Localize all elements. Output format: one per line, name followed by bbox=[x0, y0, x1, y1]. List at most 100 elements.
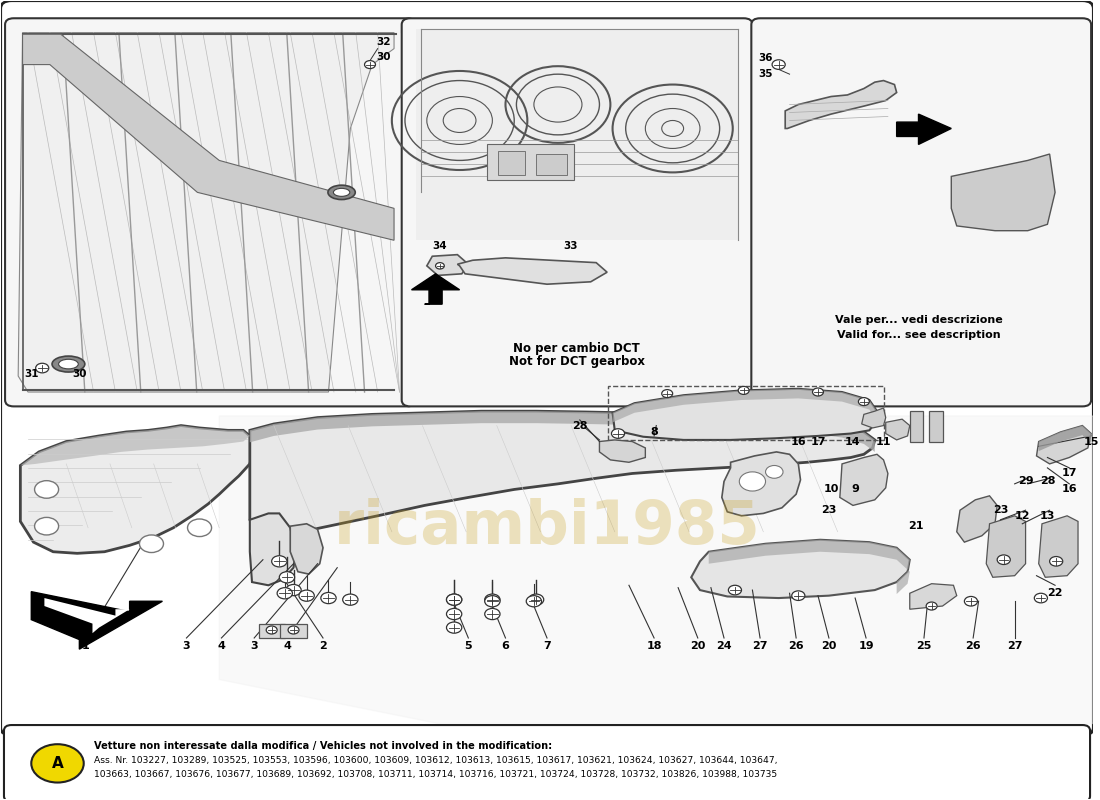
Bar bbox=[498, 151, 525, 174]
Text: 29: 29 bbox=[1018, 477, 1033, 486]
Circle shape bbox=[739, 472, 766, 491]
Text: 18: 18 bbox=[647, 641, 662, 651]
Polygon shape bbox=[250, 411, 875, 536]
Polygon shape bbox=[691, 540, 910, 598]
Text: 25: 25 bbox=[916, 641, 932, 651]
Text: 5: 5 bbox=[464, 641, 472, 651]
Text: 10: 10 bbox=[824, 485, 839, 494]
Text: 12: 12 bbox=[1014, 510, 1030, 521]
Polygon shape bbox=[458, 258, 607, 284]
Text: Not for DCT gearbox: Not for DCT gearbox bbox=[508, 355, 645, 368]
Polygon shape bbox=[708, 540, 910, 594]
Text: 20: 20 bbox=[822, 641, 837, 651]
Text: 17: 17 bbox=[1062, 469, 1077, 478]
Circle shape bbox=[277, 588, 293, 599]
Bar bbox=[930, 411, 943, 442]
Polygon shape bbox=[250, 411, 875, 452]
Ellipse shape bbox=[333, 188, 350, 196]
Circle shape bbox=[813, 388, 824, 396]
Text: ricambi1985: ricambi1985 bbox=[333, 498, 760, 558]
Text: 27: 27 bbox=[752, 641, 768, 651]
Text: 20: 20 bbox=[690, 641, 705, 651]
Circle shape bbox=[31, 744, 84, 782]
Circle shape bbox=[528, 594, 543, 606]
Circle shape bbox=[792, 591, 805, 601]
Text: 4: 4 bbox=[218, 641, 226, 651]
Circle shape bbox=[1049, 557, 1063, 566]
Circle shape bbox=[343, 594, 358, 606]
Circle shape bbox=[436, 262, 444, 269]
Text: 30: 30 bbox=[376, 51, 390, 62]
Text: 15: 15 bbox=[1084, 437, 1099, 446]
Polygon shape bbox=[19, 33, 394, 392]
Text: 13: 13 bbox=[1040, 510, 1055, 521]
Text: 36: 36 bbox=[758, 53, 773, 63]
Text: 26: 26 bbox=[966, 641, 981, 651]
Text: Valid for... see description: Valid for... see description bbox=[837, 330, 1000, 339]
FancyBboxPatch shape bbox=[6, 18, 416, 406]
Polygon shape bbox=[613, 389, 877, 422]
Circle shape bbox=[485, 609, 501, 620]
Circle shape bbox=[526, 596, 541, 607]
Polygon shape bbox=[21, 426, 254, 554]
Circle shape bbox=[662, 390, 673, 398]
Text: 32: 32 bbox=[376, 38, 390, 47]
Text: No per cambio DCT: No per cambio DCT bbox=[513, 342, 640, 354]
Text: 7: 7 bbox=[543, 641, 551, 651]
Text: Vale per... vedi descrizione: Vale per... vedi descrizione bbox=[835, 315, 1002, 325]
Polygon shape bbox=[861, 408, 886, 428]
Text: 31: 31 bbox=[24, 369, 38, 378]
Text: 2: 2 bbox=[319, 641, 327, 651]
Polygon shape bbox=[22, 34, 394, 240]
Circle shape bbox=[34, 518, 58, 535]
Circle shape bbox=[447, 609, 462, 620]
Text: 30: 30 bbox=[73, 369, 87, 378]
Polygon shape bbox=[44, 598, 130, 633]
Circle shape bbox=[447, 594, 462, 606]
Circle shape bbox=[272, 556, 287, 567]
Circle shape bbox=[1034, 594, 1047, 603]
Text: 28: 28 bbox=[1040, 477, 1055, 486]
Circle shape bbox=[485, 594, 501, 606]
Polygon shape bbox=[785, 81, 896, 129]
Circle shape bbox=[364, 61, 375, 69]
FancyBboxPatch shape bbox=[4, 725, 1090, 800]
Text: 103663, 103667, 103676, 103677, 103689, 103692, 103708, 103711, 103714, 103716, : 103663, 103667, 103676, 103677, 103689, … bbox=[94, 770, 777, 779]
Text: 8: 8 bbox=[650, 427, 658, 437]
Text: 27: 27 bbox=[1006, 641, 1022, 651]
Circle shape bbox=[447, 594, 462, 606]
Circle shape bbox=[447, 622, 462, 633]
Circle shape bbox=[728, 586, 741, 595]
Text: A: A bbox=[52, 756, 64, 771]
Circle shape bbox=[321, 593, 337, 604]
Circle shape bbox=[766, 466, 783, 478]
Polygon shape bbox=[31, 592, 163, 649]
Text: 16: 16 bbox=[791, 437, 806, 446]
Bar bbox=[258, 624, 285, 638]
Circle shape bbox=[279, 572, 295, 583]
Bar bbox=[536, 154, 566, 174]
Ellipse shape bbox=[328, 185, 355, 199]
Text: 11: 11 bbox=[876, 437, 891, 446]
Circle shape bbox=[772, 60, 785, 70]
Text: 28: 28 bbox=[572, 421, 587, 430]
Polygon shape bbox=[290, 524, 323, 574]
Circle shape bbox=[286, 585, 301, 596]
Text: 22: 22 bbox=[1047, 588, 1063, 598]
Text: 3: 3 bbox=[251, 641, 258, 651]
Polygon shape bbox=[411, 274, 460, 304]
Bar bbox=[910, 411, 923, 442]
Polygon shape bbox=[839, 454, 888, 506]
Text: 1: 1 bbox=[82, 641, 90, 651]
Polygon shape bbox=[957, 496, 998, 542]
Bar bbox=[608, 386, 883, 440]
Polygon shape bbox=[1036, 426, 1091, 464]
Polygon shape bbox=[987, 516, 1025, 578]
Polygon shape bbox=[910, 584, 957, 610]
Bar bbox=[416, 29, 738, 240]
Circle shape bbox=[35, 363, 48, 373]
Ellipse shape bbox=[52, 356, 85, 372]
Circle shape bbox=[612, 429, 625, 438]
Text: 3: 3 bbox=[183, 641, 190, 651]
Text: 24: 24 bbox=[716, 641, 732, 651]
